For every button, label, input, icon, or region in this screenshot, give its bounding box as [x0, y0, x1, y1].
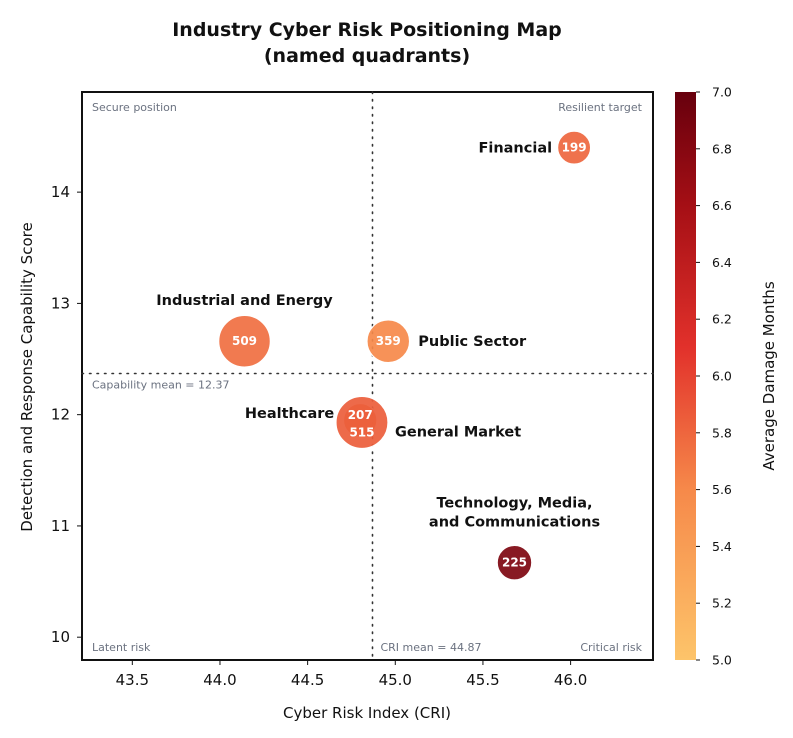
y-axis-label: Detection and Response Capability Score	[18, 222, 36, 531]
x-tick-label: 44.0	[203, 671, 236, 689]
x-tick-label: 45.5	[466, 671, 499, 689]
colorbar-tick-label: 6.6	[712, 198, 732, 213]
colorbar-tick-label: 6.0	[712, 369, 732, 384]
bubble	[366, 319, 411, 364]
bubble-group	[218, 314, 271, 368]
quadrant-label-top-left: Secure position	[92, 101, 177, 114]
plot-area: 43.5 44.0 44.5 45.0 45.5 46.0 10 11 12 13 14 Capabi…	[51, 91, 654, 689]
bubble-group	[557, 130, 592, 165]
bubble-size-label: 199	[562, 141, 587, 155]
quadrant-label-bottom-left: Latent risk	[92, 641, 151, 654]
point-label: Public Sector	[418, 334, 527, 350]
colorbar-tick-label: 5.4	[712, 539, 732, 554]
colorbar-tick-label: 6.4	[712, 255, 732, 270]
bubble	[218, 314, 271, 368]
point-label: Healthcare	[245, 406, 335, 422]
y-tick-label: 14	[51, 183, 70, 201]
colorbar-gradient	[675, 92, 696, 660]
x-tick-label: 44.5	[291, 671, 324, 689]
y-tick-label: 11	[51, 517, 70, 535]
x-axis-label: Cyber Risk Index (CRI)	[283, 704, 451, 722]
point-label: Industrial and Energy	[156, 293, 333, 309]
colorbar-tick-label: 6.2	[712, 312, 732, 327]
bubble	[335, 395, 389, 450]
bubble-size-label: 359	[376, 334, 401, 348]
colorbar-tick-label: 5.2	[712, 596, 732, 611]
bubble-group	[366, 319, 411, 364]
bubble-size-label: 207	[348, 408, 373, 422]
bubble	[496, 544, 533, 581]
colorbar-tick-label: 7.0	[712, 85, 732, 100]
colorbar-tick-label: 5.0	[712, 653, 732, 668]
colorbar-tick-label: 5.8	[712, 425, 732, 440]
point-label: Financial	[478, 141, 552, 157]
bubble-size-label: 509	[232, 334, 257, 348]
x-tick-label: 46.0	[554, 671, 587, 689]
bubble-size-label: 515	[349, 425, 374, 439]
x-tick-label: 45.0	[379, 671, 412, 689]
colorbar: 5.0 5.2 5.4 5.6 5.8 6.0 6.2 6.4 6.6 6.8 7.0	[675, 85, 732, 668]
bubble-size-label: 225	[502, 556, 527, 570]
y-tick-label: 12	[51, 406, 70, 424]
chart-subtitle: (named quadrants)	[264, 45, 470, 67]
bubble-group	[496, 544, 533, 581]
plot-frame	[81, 91, 654, 661]
point-label: and Communications	[429, 515, 600, 531]
colorbar-tick-label: 5.6	[712, 482, 732, 497]
quadrant-label-bottom-right: Critical risk	[580, 641, 642, 654]
quadrant-label-top-right: Resilient target	[558, 101, 642, 114]
x-mean-label: CRI mean = 44.87	[380, 641, 481, 654]
colorbar-tick-label: 6.8	[712, 141, 732, 156]
chart-title: Industry Cyber Risk Positioning Map	[172, 19, 562, 41]
bubble	[557, 130, 592, 165]
point-label: Technology, Media,	[436, 496, 592, 512]
colorbar-label: Average Damage Months	[760, 281, 778, 470]
bubble-group	[335, 395, 389, 450]
y-tick-label: 13	[51, 294, 70, 312]
y-tick-label: 10	[51, 628, 70, 646]
x-tick-label: 43.5	[116, 671, 149, 689]
point-label: General Market	[395, 424, 521, 440]
y-mean-label: Capability mean = 12.37	[92, 378, 230, 391]
